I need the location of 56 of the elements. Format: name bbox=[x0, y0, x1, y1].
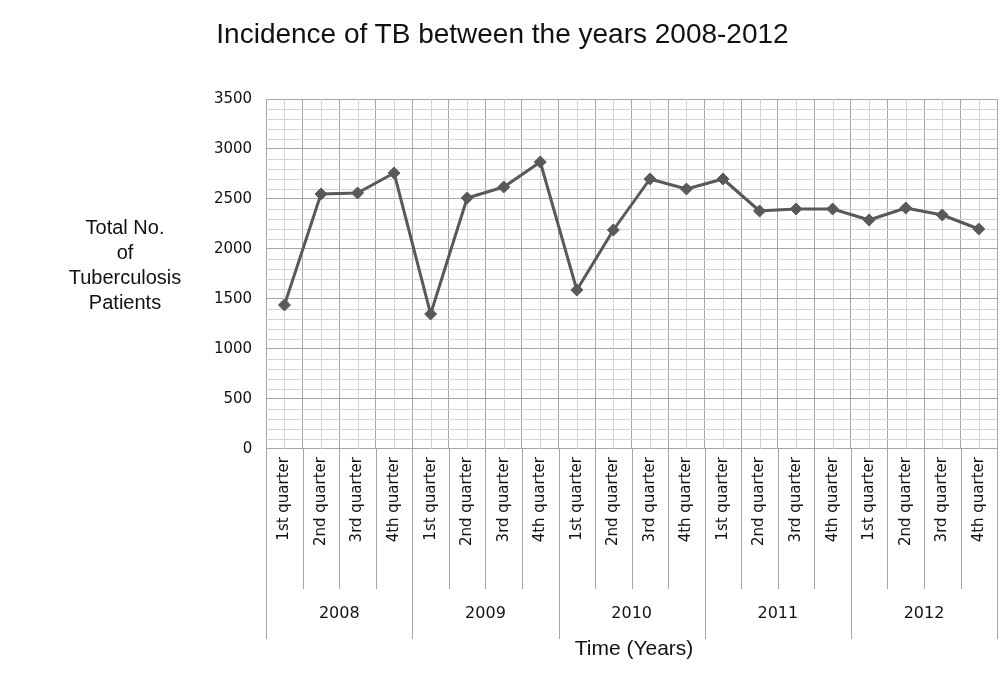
point bbox=[716, 172, 730, 186]
x-tick-label: 1st quarter bbox=[274, 456, 293, 541]
point bbox=[277, 298, 291, 312]
point bbox=[570, 283, 584, 297]
x-tick-label: 3rd quarter bbox=[493, 456, 512, 543]
point bbox=[862, 213, 876, 227]
chart-title: Incidence of TB between the years 2008-2012 bbox=[215, 18, 790, 50]
y-tick-label: 0 bbox=[242, 438, 253, 457]
point bbox=[826, 202, 840, 216]
point bbox=[314, 187, 328, 201]
x-tick-label: 3rd quarter bbox=[785, 456, 804, 543]
y-tick-label: 500 bbox=[223, 388, 253, 407]
x-axis-title: Time (Years) bbox=[573, 636, 695, 660]
y-tick-label: 1500 bbox=[213, 288, 253, 307]
point bbox=[606, 223, 620, 237]
point bbox=[935, 208, 949, 222]
x-tick-label: 4th quarter bbox=[822, 456, 841, 543]
x-tick-label: 2nd quarter bbox=[895, 456, 914, 547]
point bbox=[460, 191, 474, 205]
y-tick-label: 3500 bbox=[213, 88, 253, 107]
point bbox=[497, 180, 511, 194]
x-tick-label: 3rd quarter bbox=[639, 456, 658, 543]
x-tick-label: 3rd quarter bbox=[347, 456, 366, 543]
y-tick-label: 1000 bbox=[213, 338, 253, 357]
point bbox=[899, 201, 913, 215]
point bbox=[679, 182, 693, 196]
x-tick-label: 4th quarter bbox=[968, 456, 987, 543]
point bbox=[424, 307, 438, 321]
x-tick-label: 2nd quarter bbox=[310, 456, 329, 547]
y-axis-title: Total No. of Tuberculosis Patients bbox=[67, 215, 183, 315]
point bbox=[972, 222, 986, 236]
x-tick-label: 4th quarter bbox=[383, 456, 402, 543]
text: 2008 bbox=[318, 603, 360, 623]
y-tick-label: 2500 bbox=[213, 188, 253, 207]
x-tick-label: 2nd quarter bbox=[457, 456, 476, 547]
x-tick-label: 1st quarter bbox=[566, 456, 585, 541]
x-tick-label: 1st quarter bbox=[859, 456, 878, 541]
point bbox=[789, 202, 803, 216]
x-tick-label: 4th quarter bbox=[530, 456, 549, 543]
text: 2009 bbox=[465, 603, 506, 623]
point bbox=[533, 155, 547, 169]
point bbox=[753, 204, 767, 218]
x-tick-label: 3rd quarter bbox=[932, 456, 951, 543]
x-tick-label: 1st quarter bbox=[420, 456, 439, 541]
text: 2012 bbox=[903, 603, 945, 623]
y-tick-label: 2000 bbox=[213, 238, 253, 257]
point bbox=[351, 186, 365, 200]
text: 2011 bbox=[757, 603, 799, 623]
x-tick-label: 1st quarter bbox=[712, 456, 731, 541]
point bbox=[643, 172, 657, 186]
x-tick-label: 2nd quarter bbox=[749, 456, 768, 547]
x-tick-label: 4th quarter bbox=[676, 456, 695, 543]
point bbox=[387, 166, 401, 180]
text: 2010 bbox=[611, 603, 652, 623]
x-tick-label: 2nd quarter bbox=[603, 456, 622, 547]
y-tick-label: 3000 bbox=[213, 138, 253, 157]
